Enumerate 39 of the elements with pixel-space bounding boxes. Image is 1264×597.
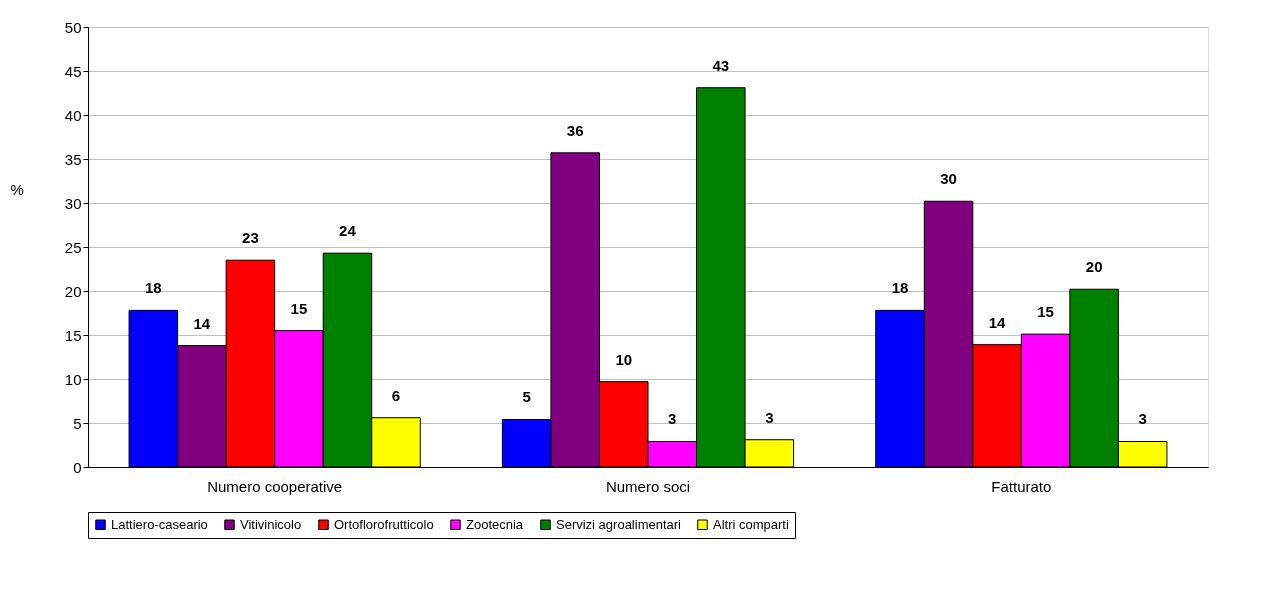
y-tick-label: 0 (73, 458, 82, 476)
legend-label: Vitivinicolo (240, 516, 302, 532)
y-tick-label: 50 (64, 18, 82, 36)
legend-label: Altri comparti (713, 516, 789, 532)
data-label: 10 (615, 350, 633, 368)
legend-label: Lattiero-caseario (111, 516, 208, 532)
y-tick-label: 10 (64, 370, 82, 388)
data-label: 6 (391, 386, 401, 404)
data-label: 5 (522, 388, 531, 406)
x-tick-label: Numero soci (605, 477, 691, 495)
x-tick-label: Fatturato (991, 477, 1052, 495)
data-label: 15 (290, 299, 308, 317)
data-label: 30 (940, 170, 957, 188)
data-label: 3 (765, 408, 774, 426)
y-tick-label: 30 (64, 194, 82, 212)
data-label: 14 (193, 314, 211, 332)
data-label: 43 (712, 56, 730, 74)
data-label: 20 (1085, 258, 1103, 276)
y-tick-label: 40 (64, 106, 82, 124)
data-label: 15 (1037, 303, 1054, 321)
data-label: 18 (144, 279, 162, 297)
y-tick-label: 45 (64, 62, 82, 80)
data-label: 3 (668, 410, 677, 428)
data-label: 23 (242, 229, 259, 247)
data-label: 24 (339, 222, 357, 240)
y-tick-label: 5 (73, 414, 82, 432)
y-tick-label: 15 (64, 326, 82, 344)
y-tick-label: 20 (64, 282, 82, 300)
y-axis-title: % (10, 180, 24, 198)
y-tick-label: 35 (64, 150, 82, 168)
x-tick-label: Numero cooperative (207, 477, 343, 495)
data-label: 36 (566, 121, 584, 139)
data-label: 14 (988, 313, 1007, 331)
data-label: 3 (1138, 410, 1147, 428)
legend-label: Zootecnia (466, 516, 524, 532)
y-tick-label: 25 (64, 238, 82, 256)
legend-label: Servizi agroalimentari (556, 516, 682, 532)
data-label: 18 (891, 279, 909, 297)
legend-label: Ortoflorofrutticolo (334, 516, 434, 532)
